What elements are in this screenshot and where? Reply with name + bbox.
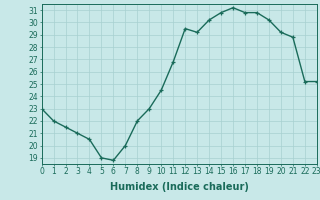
X-axis label: Humidex (Indice chaleur): Humidex (Indice chaleur) <box>110 182 249 192</box>
